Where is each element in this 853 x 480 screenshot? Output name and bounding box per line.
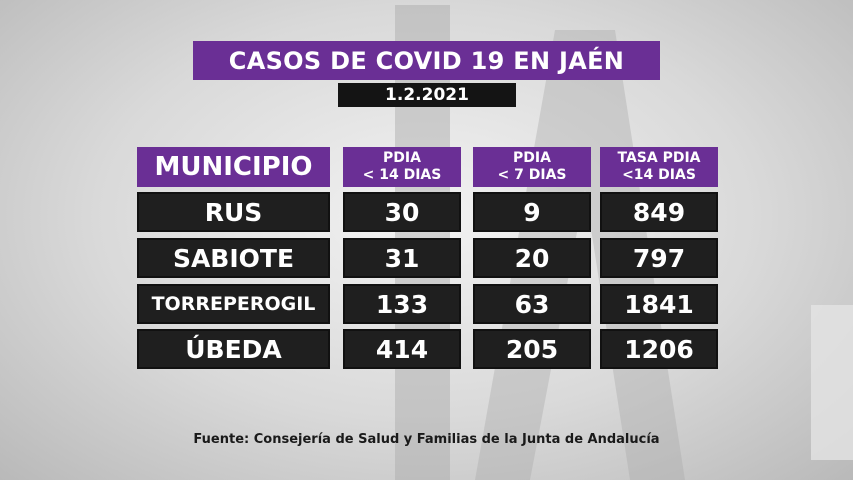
header-tasa-line2: <14 DIAS <box>622 167 696 183</box>
page-title: CASOS DE COVID 19 EN JAÉN <box>193 41 660 80</box>
row-municipio: TORREPEROGIL <box>137 284 330 324</box>
row-pdia-7: 20 <box>473 238 591 278</box>
row-pdia-14: 31 <box>343 238 461 278</box>
header-pdia-14-line2: < 14 DIAS <box>362 167 442 183</box>
source-caption: Fuente: Consejería de Salud y Familias d… <box>193 432 660 447</box>
row-tasa: 849 <box>600 192 718 232</box>
row-pdia-14: 414 <box>343 329 461 369</box>
row-pdia-7: 9 <box>473 192 591 232</box>
header-tasa-line1: TASA PDIA <box>617 150 701 166</box>
header-municipio: MUNICIPIO <box>137 147 330 187</box>
background-bar <box>811 305 853 460</box>
row-municipio: SABIOTE <box>137 238 330 278</box>
header-tasa-pdia: TASA PDIA <14 DIAS <box>600 147 718 187</box>
header-pdia-14-line1: PDIA <box>383 150 421 166</box>
header-pdia-14: PDIA < 14 DIAS <box>343 147 461 187</box>
row-tasa: 1841 <box>600 284 718 324</box>
header-pdia-7-line2: < 7 DIAS <box>497 167 567 183</box>
row-pdia-14: 133 <box>343 284 461 324</box>
date-label: 1.2.2021 <box>338 83 516 107</box>
header-pdia-7-line1: PDIA <box>513 150 551 166</box>
row-municipio: RUS <box>137 192 330 232</box>
row-pdia-7: 63 <box>473 284 591 324</box>
row-tasa: 797 <box>600 238 718 278</box>
header-pdia-7: PDIA < 7 DIAS <box>473 147 591 187</box>
row-pdia-14: 30 <box>343 192 461 232</box>
row-pdia-7: 205 <box>473 329 591 369</box>
row-municipio: ÚBEDA <box>137 329 330 369</box>
row-tasa: 1206 <box>600 329 718 369</box>
